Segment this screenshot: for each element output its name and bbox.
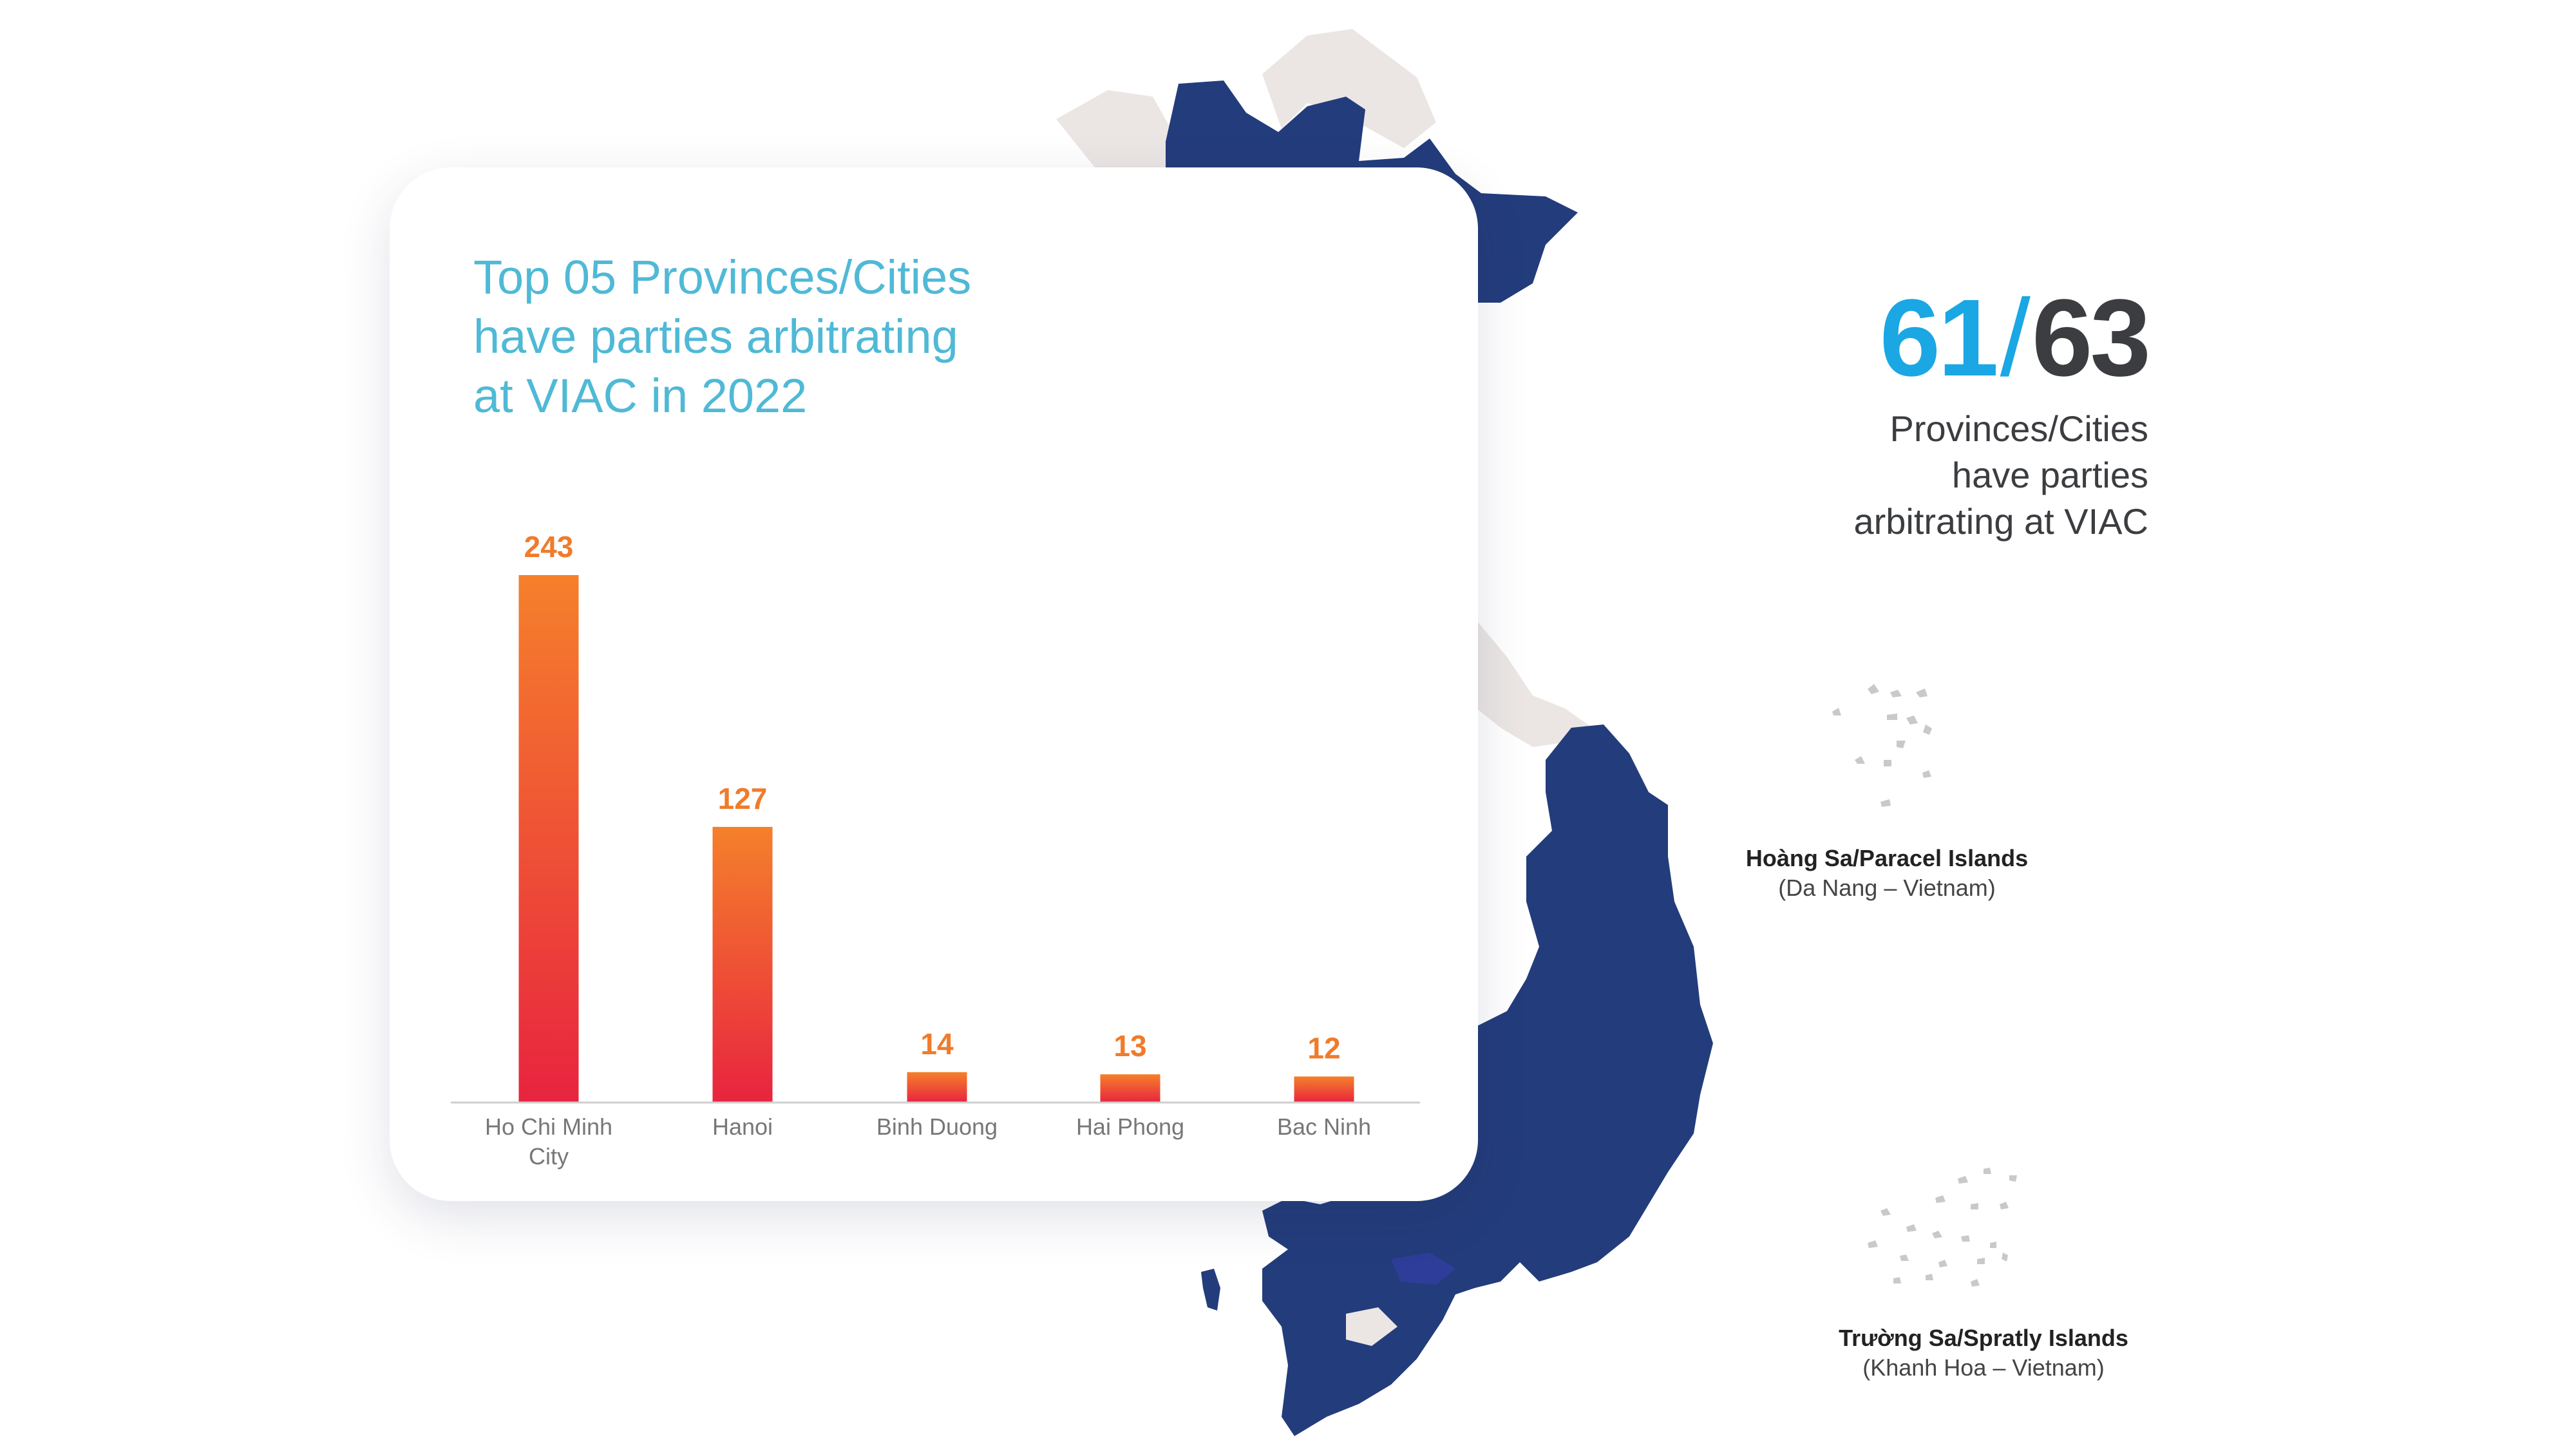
spratly-name: Trường Sa/Spratly Islands (1839, 1325, 2128, 1351)
bar-ho-chi-minh-city (518, 575, 579, 1103)
map-region-unhighlighted-south-pocket (1346, 1307, 1397, 1346)
stat-caption: Provinces/Cities have parties arbitratin… (1853, 408, 2148, 542)
category-label: Hai Phong (1076, 1113, 1184, 1140)
bar-hai-phong (1100, 1074, 1160, 1103)
map-island-phu-quoc (1201, 1269, 1220, 1311)
data-label: 243 (524, 530, 574, 564)
map-region-unhighlighted-northeast (1262, 29, 1436, 148)
category-label: Binh Duong (876, 1113, 998, 1140)
bar-hanoi (712, 826, 773, 1103)
data-label: 12 (1307, 1032, 1340, 1065)
stat-count: 61/63 (1879, 277, 2151, 399)
data-label: 127 (718, 782, 768, 815)
paracel-sub: (Da Nang – Vietnam) (1778, 875, 1996, 901)
stat-total-value: 63 (2031, 277, 2151, 399)
category-label: Ho Chi Minh City (485, 1113, 612, 1170)
paracel-label: Hoàng Sa/Paracel Islands (Da Nang – Viet… (1597, 844, 2177, 903)
map-region-hcmc-highlight (1391, 1253, 1455, 1285)
chart-title: Top 05 Provinces/Cities have parties arb… (473, 251, 972, 422)
stat-count-value: 61 (1879, 277, 1999, 399)
spratly-sub: (Khanh Hoa – Vietnam) (1862, 1354, 2105, 1381)
bar-bac-ninh (1294, 1076, 1354, 1103)
map-region-south (1262, 724, 1713, 1436)
category-label: Bac Ninh (1277, 1113, 1371, 1140)
paracel-name: Hoàng Sa/Paracel Islands (1745, 845, 2029, 871)
category-label: Hanoi (712, 1113, 773, 1140)
stat-separator: / (2000, 277, 2031, 399)
paracel-islands-icon (1832, 684, 1932, 807)
data-label: 14 (920, 1027, 954, 1061)
spratly-islands-icon (1868, 1168, 2017, 1287)
bar-binh-duong (907, 1072, 967, 1103)
data-label: 13 (1113, 1029, 1146, 1063)
spratly-label: Trường Sa/Spratly Islands (Khanh Hoa – V… (1694, 1323, 2273, 1383)
